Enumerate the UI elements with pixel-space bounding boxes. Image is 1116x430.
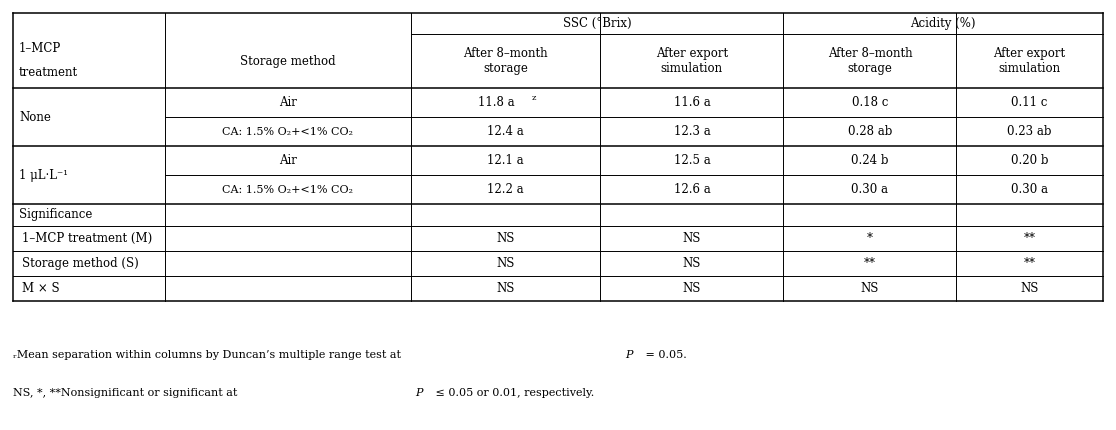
Text: 1 μL·L⁻¹: 1 μL·L⁻¹	[19, 169, 68, 182]
Text: After export
simulation: After export simulation	[993, 47, 1066, 75]
Text: 12.4 a: 12.4 a	[488, 125, 523, 138]
Text: 11.6 a: 11.6 a	[674, 96, 710, 109]
Text: 12.6 a: 12.6 a	[674, 183, 710, 197]
Text: NS: NS	[497, 257, 514, 270]
Text: 0.28 ab: 0.28 ab	[848, 125, 892, 138]
Text: 12.3 a: 12.3 a	[674, 125, 710, 138]
Text: Significance: Significance	[19, 209, 93, 221]
Text: ᵣMean separation within columns by Duncan’s multiple range test at: ᵣMean separation within columns by Dunca…	[13, 350, 405, 360]
Text: M × S: M × S	[22, 282, 60, 295]
Text: After 8–month
storage: After 8–month storage	[463, 47, 548, 75]
Text: 0.30 a: 0.30 a	[852, 183, 888, 197]
Text: 11.8 a: 11.8 a	[479, 96, 514, 109]
Text: 0.20 b: 0.20 b	[1011, 154, 1048, 167]
Text: 0.23 ab: 0.23 ab	[1008, 125, 1051, 138]
Text: None: None	[19, 111, 51, 124]
Text: Storage method: Storage method	[240, 55, 336, 68]
Text: *: *	[867, 232, 873, 245]
Text: **: **	[1023, 232, 1036, 245]
Text: NS: NS	[683, 257, 701, 270]
Text: treatment: treatment	[19, 65, 78, 79]
Text: 0.11 c: 0.11 c	[1011, 96, 1048, 109]
Text: Air: Air	[279, 154, 297, 167]
Text: **: **	[864, 257, 876, 270]
Text: NS: NS	[497, 282, 514, 295]
Text: NS: NS	[860, 282, 879, 295]
Text: CA: 1.5% O₂+<1% CO₂: CA: 1.5% O₂+<1% CO₂	[222, 185, 354, 195]
Text: 0.24 b: 0.24 b	[852, 154, 888, 167]
Text: After export
simulation: After export simulation	[656, 47, 728, 75]
Text: P: P	[625, 350, 633, 360]
Text: 12.5 a: 12.5 a	[674, 154, 710, 167]
Text: CA: 1.5% O₂+<1% CO₂: CA: 1.5% O₂+<1% CO₂	[222, 127, 354, 137]
Text: Storage method (S): Storage method (S)	[22, 257, 140, 270]
Text: NS: NS	[497, 232, 514, 245]
Text: = 0.05.: = 0.05.	[642, 350, 686, 360]
Text: Air: Air	[279, 96, 297, 109]
Text: NS: NS	[1020, 282, 1039, 295]
Text: ≤ 0.05 or 0.01, respectively.: ≤ 0.05 or 0.01, respectively.	[432, 388, 594, 399]
Text: P: P	[415, 388, 423, 399]
Text: NS, *, **Nonsignificant or significant at: NS, *, **Nonsignificant or significant a…	[13, 388, 241, 399]
Text: 12.2 a: 12.2 a	[488, 183, 523, 197]
Text: z: z	[531, 94, 536, 101]
Text: 0.30 a: 0.30 a	[1011, 183, 1048, 197]
Text: Acidity (%): Acidity (%)	[911, 17, 975, 30]
Text: After 8–month
storage: After 8–month storage	[828, 47, 912, 75]
Text: 12.1 a: 12.1 a	[488, 154, 523, 167]
Text: SSC (°Brix): SSC (°Brix)	[562, 17, 632, 30]
Text: 1–MCP treatment (M): 1–MCP treatment (M)	[22, 232, 153, 245]
Text: NS: NS	[683, 232, 701, 245]
Text: 0.18 c: 0.18 c	[852, 96, 888, 109]
Text: **: **	[1023, 257, 1036, 270]
Text: NS: NS	[683, 282, 701, 295]
Text: 1–MCP: 1–MCP	[19, 42, 61, 55]
